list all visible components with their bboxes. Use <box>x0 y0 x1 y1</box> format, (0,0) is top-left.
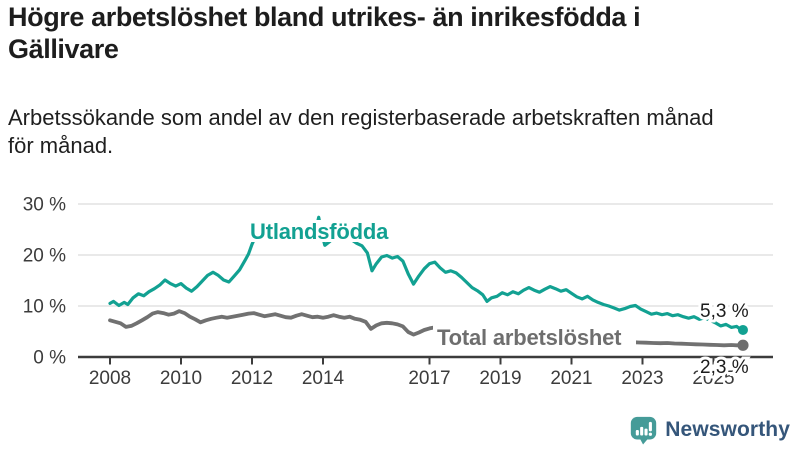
end-label-total-arbetsl-shet: 2,3 % <box>700 357 749 378</box>
newsworthy-icon <box>631 416 657 445</box>
end-dot-total-arbetsl-shet <box>737 339 749 351</box>
brand-name: Newsworthy <box>665 418 790 441</box>
series-label-halo <box>433 325 636 349</box>
x-tick-label: 2012 <box>231 368 273 389</box>
chart-subtitle: Arbetssökande som andel av den registerb… <box>8 105 714 159</box>
series-label-total-arbetsl-shet: Total arbetslöshet <box>437 325 622 350</box>
x-tick-label: 2008 <box>89 368 131 389</box>
x-tick-label: 2023 <box>621 368 663 389</box>
series-line-total-arbetsl-shet <box>108 309 745 348</box>
x-tick-label: 2017 <box>408 368 450 389</box>
end-label-utlandsf-dda: 5,3 % <box>700 301 749 322</box>
series-label-halo <box>246 220 397 242</box>
x-tick-label: 2021 <box>550 368 592 389</box>
end-dot-utlandsf-dda <box>737 324 748 335</box>
x-tick-label: 2019 <box>479 368 521 389</box>
y-tick-label: 0 % <box>33 348 66 369</box>
x-tick-label: 2025 <box>692 368 734 389</box>
page-title: Högre arbetslöshet bland utrikes- än inr… <box>8 2 641 64</box>
y-tick-label: 30 % <box>23 195 66 216</box>
series-label-utlandsf-dda: Utlandsfödda <box>250 219 389 244</box>
series-line-utlandsf-dda <box>108 215 745 332</box>
y-tick-label: 20 % <box>23 246 66 267</box>
x-tick-label: 2014 <box>302 368 345 389</box>
newsworthy-logo: Newsworthy <box>629 415 790 445</box>
x-tick-label: 2010 <box>160 368 202 389</box>
y-tick-label: 10 % <box>23 297 66 318</box>
